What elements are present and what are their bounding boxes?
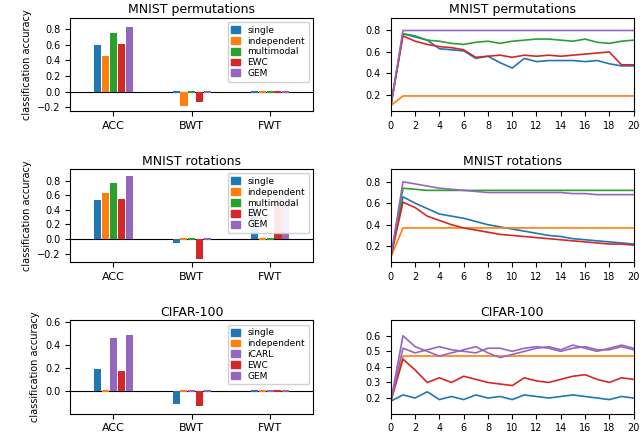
Bar: [94, 200, 101, 239]
Bar: [110, 183, 117, 239]
Bar: [125, 27, 132, 92]
Title: MNIST rotations: MNIST rotations: [463, 155, 562, 168]
Title: MNIST permutations: MNIST permutations: [449, 4, 576, 16]
Bar: [102, 56, 109, 92]
Bar: [180, 92, 188, 106]
Y-axis label: classification accuracy: classification accuracy: [22, 9, 31, 120]
Legend: single, independent, iCARL, EWC, GEM: single, independent, iCARL, EWC, GEM: [228, 325, 308, 384]
Bar: [118, 371, 125, 391]
Bar: [275, 198, 282, 239]
Bar: [196, 239, 204, 259]
Title: MNIST permutations: MNIST permutations: [128, 4, 255, 16]
Bar: [196, 92, 204, 102]
Bar: [110, 338, 117, 391]
Bar: [196, 391, 204, 406]
Bar: [251, 207, 258, 239]
Bar: [282, 191, 289, 239]
Bar: [125, 335, 132, 391]
Bar: [125, 176, 132, 239]
Bar: [173, 239, 180, 242]
Y-axis label: classification accuracy: classification accuracy: [22, 160, 31, 271]
Title: CIFAR-100: CIFAR-100: [160, 306, 223, 319]
Bar: [173, 391, 180, 404]
Legend: single, independent, multimodal, EWC, GEM: single, independent, multimodal, EWC, GE…: [228, 22, 308, 81]
Bar: [94, 45, 101, 92]
Legend: single, independent, multimodal, EWC, GEM: single, independent, multimodal, EWC, GE…: [228, 173, 308, 233]
Bar: [94, 369, 101, 391]
Bar: [110, 33, 117, 92]
Y-axis label: classification accuracy: classification accuracy: [29, 312, 40, 422]
Title: CIFAR-100: CIFAR-100: [481, 306, 544, 319]
Bar: [102, 193, 109, 239]
Bar: [118, 199, 125, 239]
Title: MNIST rotations: MNIST rotations: [142, 155, 241, 168]
Bar: [118, 44, 125, 92]
